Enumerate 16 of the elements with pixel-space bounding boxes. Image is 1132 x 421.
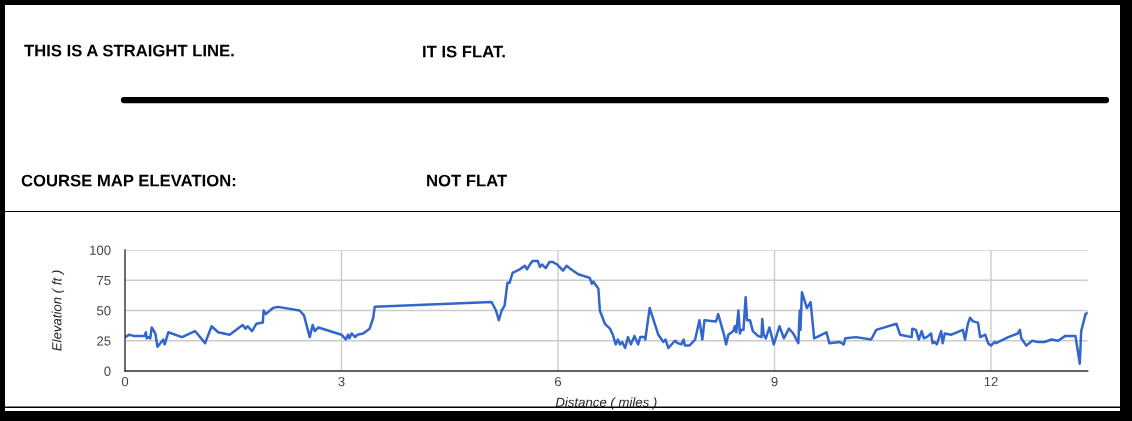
chart-title: COURSE MAP ELEVATION: xyxy=(21,174,236,187)
x-tick-label: 9 xyxy=(771,376,778,387)
x-tick-label: 12 xyxy=(984,376,998,387)
text: THIS IS A STRAIGHT LINE. xyxy=(24,44,234,57)
y-tick-label: 25 xyxy=(97,336,111,346)
y-axis-title: Elevation ( ft ) xyxy=(51,270,65,351)
text: IT IS FLAT. xyxy=(423,45,505,58)
y-tick-label: 50 xyxy=(96,306,111,316)
line-series xyxy=(125,259,1088,365)
y-tick-label: 75 xyxy=(97,275,111,286)
y-tick-label: 100 xyxy=(90,245,111,255)
x-tick-label: 3 xyxy=(338,376,345,387)
y-tick-label: 0 xyxy=(104,366,111,376)
chart-subtitle: NOT FLAT xyxy=(427,174,507,187)
x-tick-label: 6 xyxy=(555,376,562,387)
x-tick-label: 0 xyxy=(121,376,129,387)
